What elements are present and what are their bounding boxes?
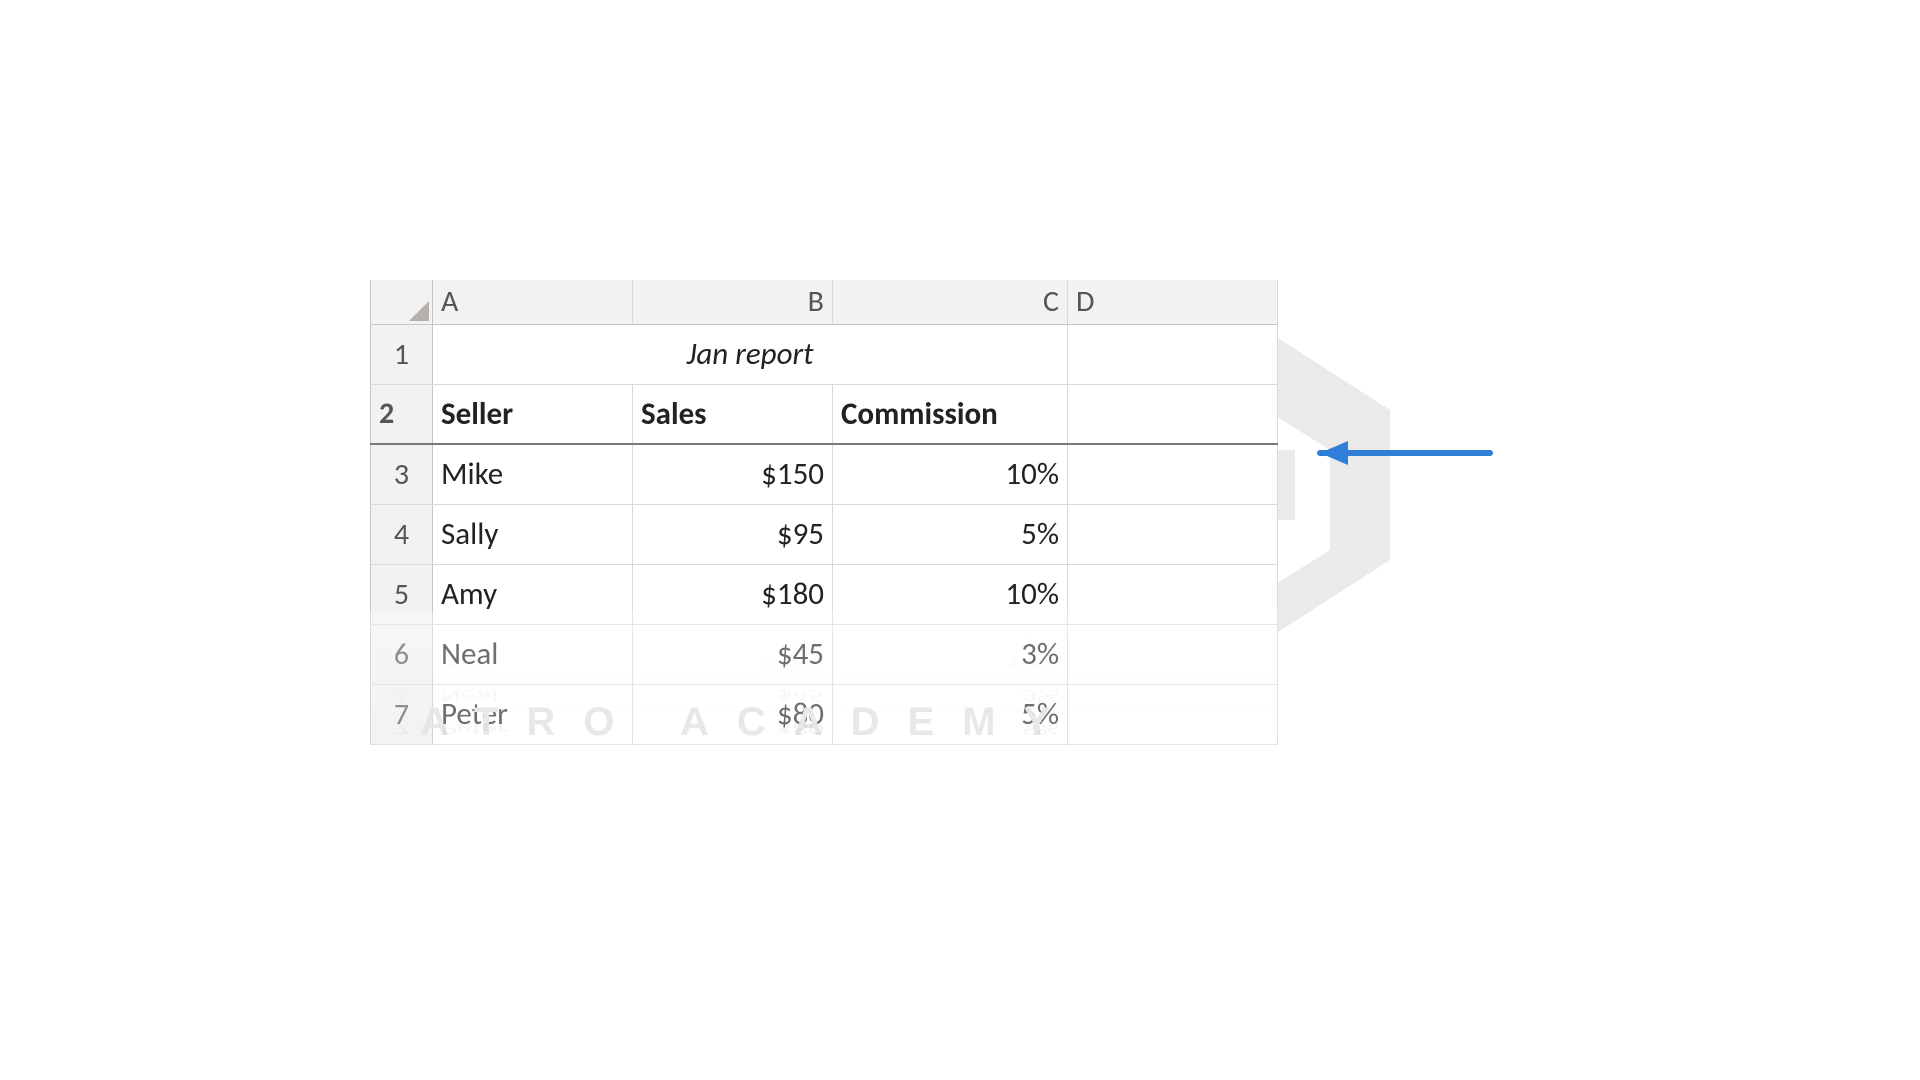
column-header-A[interactable]: A: [433, 280, 633, 324]
cell-header-seller[interactable]: Seller: [433, 384, 633, 444]
cell-A4[interactable]: Sally: [433, 504, 633, 564]
cell-D1[interactable]: [1068, 324, 1278, 384]
cell-B4[interactable]: $95: [633, 504, 833, 564]
cell-C4[interactable]: 5%: [833, 504, 1068, 564]
row-1: 1 Jan report: [371, 324, 1278, 384]
cell-D2[interactable]: [1068, 384, 1278, 444]
row-4: 4 Sally $95 5%: [371, 504, 1278, 564]
row-header-4[interactable]: 4: [371, 504, 433, 564]
cell-header-sales[interactable]: Sales: [633, 384, 833, 444]
cell-header-commission[interactable]: Commission: [833, 384, 1068, 444]
column-header-row: A B C D: [371, 280, 1278, 324]
column-header-D[interactable]: D: [1068, 280, 1278, 324]
row-2: 2 Seller Sales Commission: [371, 384, 1278, 444]
cell-A3[interactable]: Mike: [433, 444, 633, 504]
row-header-3[interactable]: 3: [371, 444, 433, 504]
row-header-1[interactable]: 1: [371, 324, 433, 384]
cell-D3[interactable]: [1068, 444, 1278, 504]
reflection: 7 Peter $80 5% 6 Neal $45 3% 5 Amy $180 …: [370, 613, 1278, 745]
select-all-corner[interactable]: [371, 280, 433, 324]
freeze-pane-arrow-icon: [1280, 423, 1500, 483]
row-3: 3 Mike $150 10%: [371, 444, 1278, 504]
column-header-B[interactable]: B: [633, 280, 833, 324]
cell-D4[interactable]: [1068, 504, 1278, 564]
cell-title[interactable]: Jan report: [433, 324, 1068, 384]
cell-B3[interactable]: $150: [633, 444, 833, 504]
row-header-2[interactable]: 2: [371, 384, 433, 444]
canvas: A B C D 1 Jan report 2 Seller Sales Comm…: [0, 0, 1920, 1080]
cell-C3[interactable]: 10%: [833, 444, 1068, 504]
column-header-C[interactable]: C: [833, 280, 1068, 324]
